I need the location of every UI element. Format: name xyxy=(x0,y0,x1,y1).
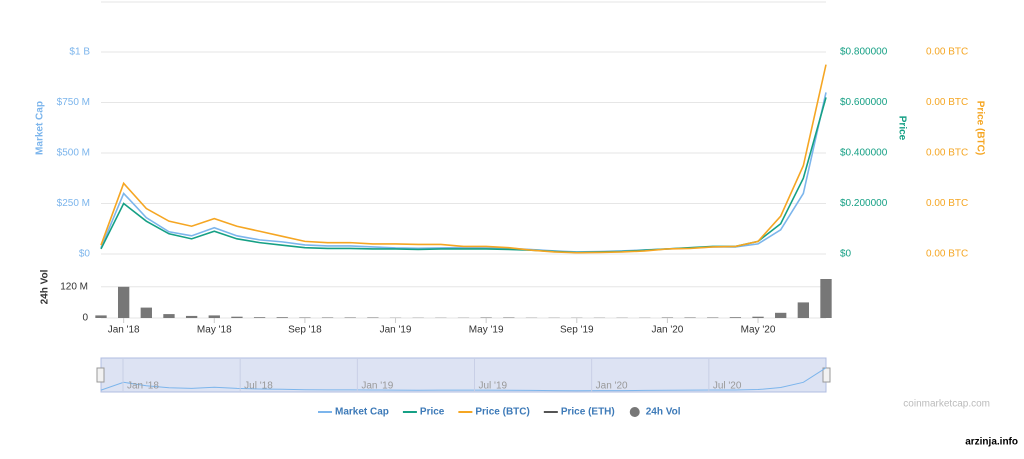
x-tick-label: Sep '18 xyxy=(288,325,322,336)
volume-bar xyxy=(797,302,810,318)
volume-bar xyxy=(140,307,152,318)
navigator-label: Jan '19 xyxy=(361,381,393,392)
y2-axis-title: Price xyxy=(896,116,907,141)
x-tick-label: May '19 xyxy=(469,325,504,336)
navigator-label: Jul '19 xyxy=(479,381,508,392)
volume-bar xyxy=(729,317,742,318)
y3-tick-label: 0.00 BTC xyxy=(926,198,968,209)
y2-tick-label: $0 xyxy=(840,249,852,260)
volume-bar xyxy=(208,315,220,318)
y2-tick-label: $0.400000 xyxy=(840,148,888,159)
x-tick-label: Sep '19 xyxy=(560,325,594,336)
navigator-line xyxy=(100,367,827,392)
y-tick-label: $1 B xyxy=(69,47,90,58)
y3-tick-label: 0.00 BTC xyxy=(926,249,968,260)
x-tick-label: Jan '19 xyxy=(380,325,412,336)
site-mark: arzinja.info xyxy=(965,437,1018,448)
volume-bar xyxy=(299,317,311,318)
vol-tick-label: 0 xyxy=(82,313,88,324)
navigator-window[interactable] xyxy=(100,357,827,393)
y3-axis-title: Price (BTC) xyxy=(974,101,985,155)
volume-bar xyxy=(775,312,787,318)
legend: Market Cap Price Price (BTC) Price (ETH) 24h… xyxy=(318,407,681,418)
legend-label[interactable]: Price xyxy=(420,407,445,418)
navigator-label: Jul '20 xyxy=(713,381,742,392)
legend-label[interactable]: Price (ETH) xyxy=(561,407,615,418)
volume-bar xyxy=(503,317,515,318)
volume-bar xyxy=(344,317,356,318)
navigator-label: Jan '20 xyxy=(596,381,628,392)
x-tick-label: May '20 xyxy=(741,325,776,336)
volume-bar xyxy=(163,314,175,318)
y3-tick-label: 0.00 BTC xyxy=(926,47,968,58)
volume-bar xyxy=(117,286,130,318)
y2-tick-label: $0.600000 xyxy=(840,97,888,108)
volume-bar xyxy=(661,317,674,318)
volume-bar xyxy=(684,317,696,318)
x-tick-label: Jan '20 xyxy=(651,325,683,336)
volume-bar xyxy=(480,317,492,318)
volume-bar xyxy=(820,279,832,318)
navigator-label: Jan '18 xyxy=(127,381,159,392)
legend-symbol xyxy=(629,407,640,417)
y-tick-label: $0 xyxy=(79,249,91,260)
volume-bar xyxy=(752,316,764,318)
vol-tick-label: 120 M xyxy=(60,281,88,292)
volume-bar xyxy=(367,317,379,318)
y3-tick-label: 0.00 BTC xyxy=(926,148,968,159)
navigator-handle[interactable] xyxy=(822,367,831,383)
y2-tick-label: $0.200000 xyxy=(840,198,888,209)
y-tick-label: $500 M xyxy=(57,148,90,159)
legend-label[interactable]: Price (BTC) xyxy=(475,407,529,418)
legend-label[interactable]: 24h Vol xyxy=(646,407,681,418)
navigator-handle[interactable] xyxy=(96,367,105,383)
vol-axis-title: 24h Vol xyxy=(40,269,51,304)
volume-bar xyxy=(707,317,719,318)
y2-tick-label: $0.800000 xyxy=(840,47,888,58)
watermark: coinmarketcap.com xyxy=(903,399,990,410)
volume-bar xyxy=(95,315,107,318)
x-tick-label: Jan '18 xyxy=(108,325,140,336)
volume-bar xyxy=(253,317,266,318)
navigator-label: Jul '18 xyxy=(244,381,273,392)
legend-label[interactable]: Market Cap xyxy=(335,407,389,418)
y-tick-label: $750 M xyxy=(57,97,90,108)
volume-bar xyxy=(185,315,198,318)
volume-bar xyxy=(231,316,243,318)
series-line xyxy=(100,64,827,254)
volume-bar xyxy=(321,317,334,318)
y-axis-title: Market Cap xyxy=(35,101,46,155)
y-tick-label: $250 M xyxy=(57,198,90,209)
series-line xyxy=(100,92,827,253)
y3-tick-label: 0.00 BTC xyxy=(926,97,968,108)
volume-bar xyxy=(276,317,288,318)
x-tick-label: May '18 xyxy=(197,325,232,336)
